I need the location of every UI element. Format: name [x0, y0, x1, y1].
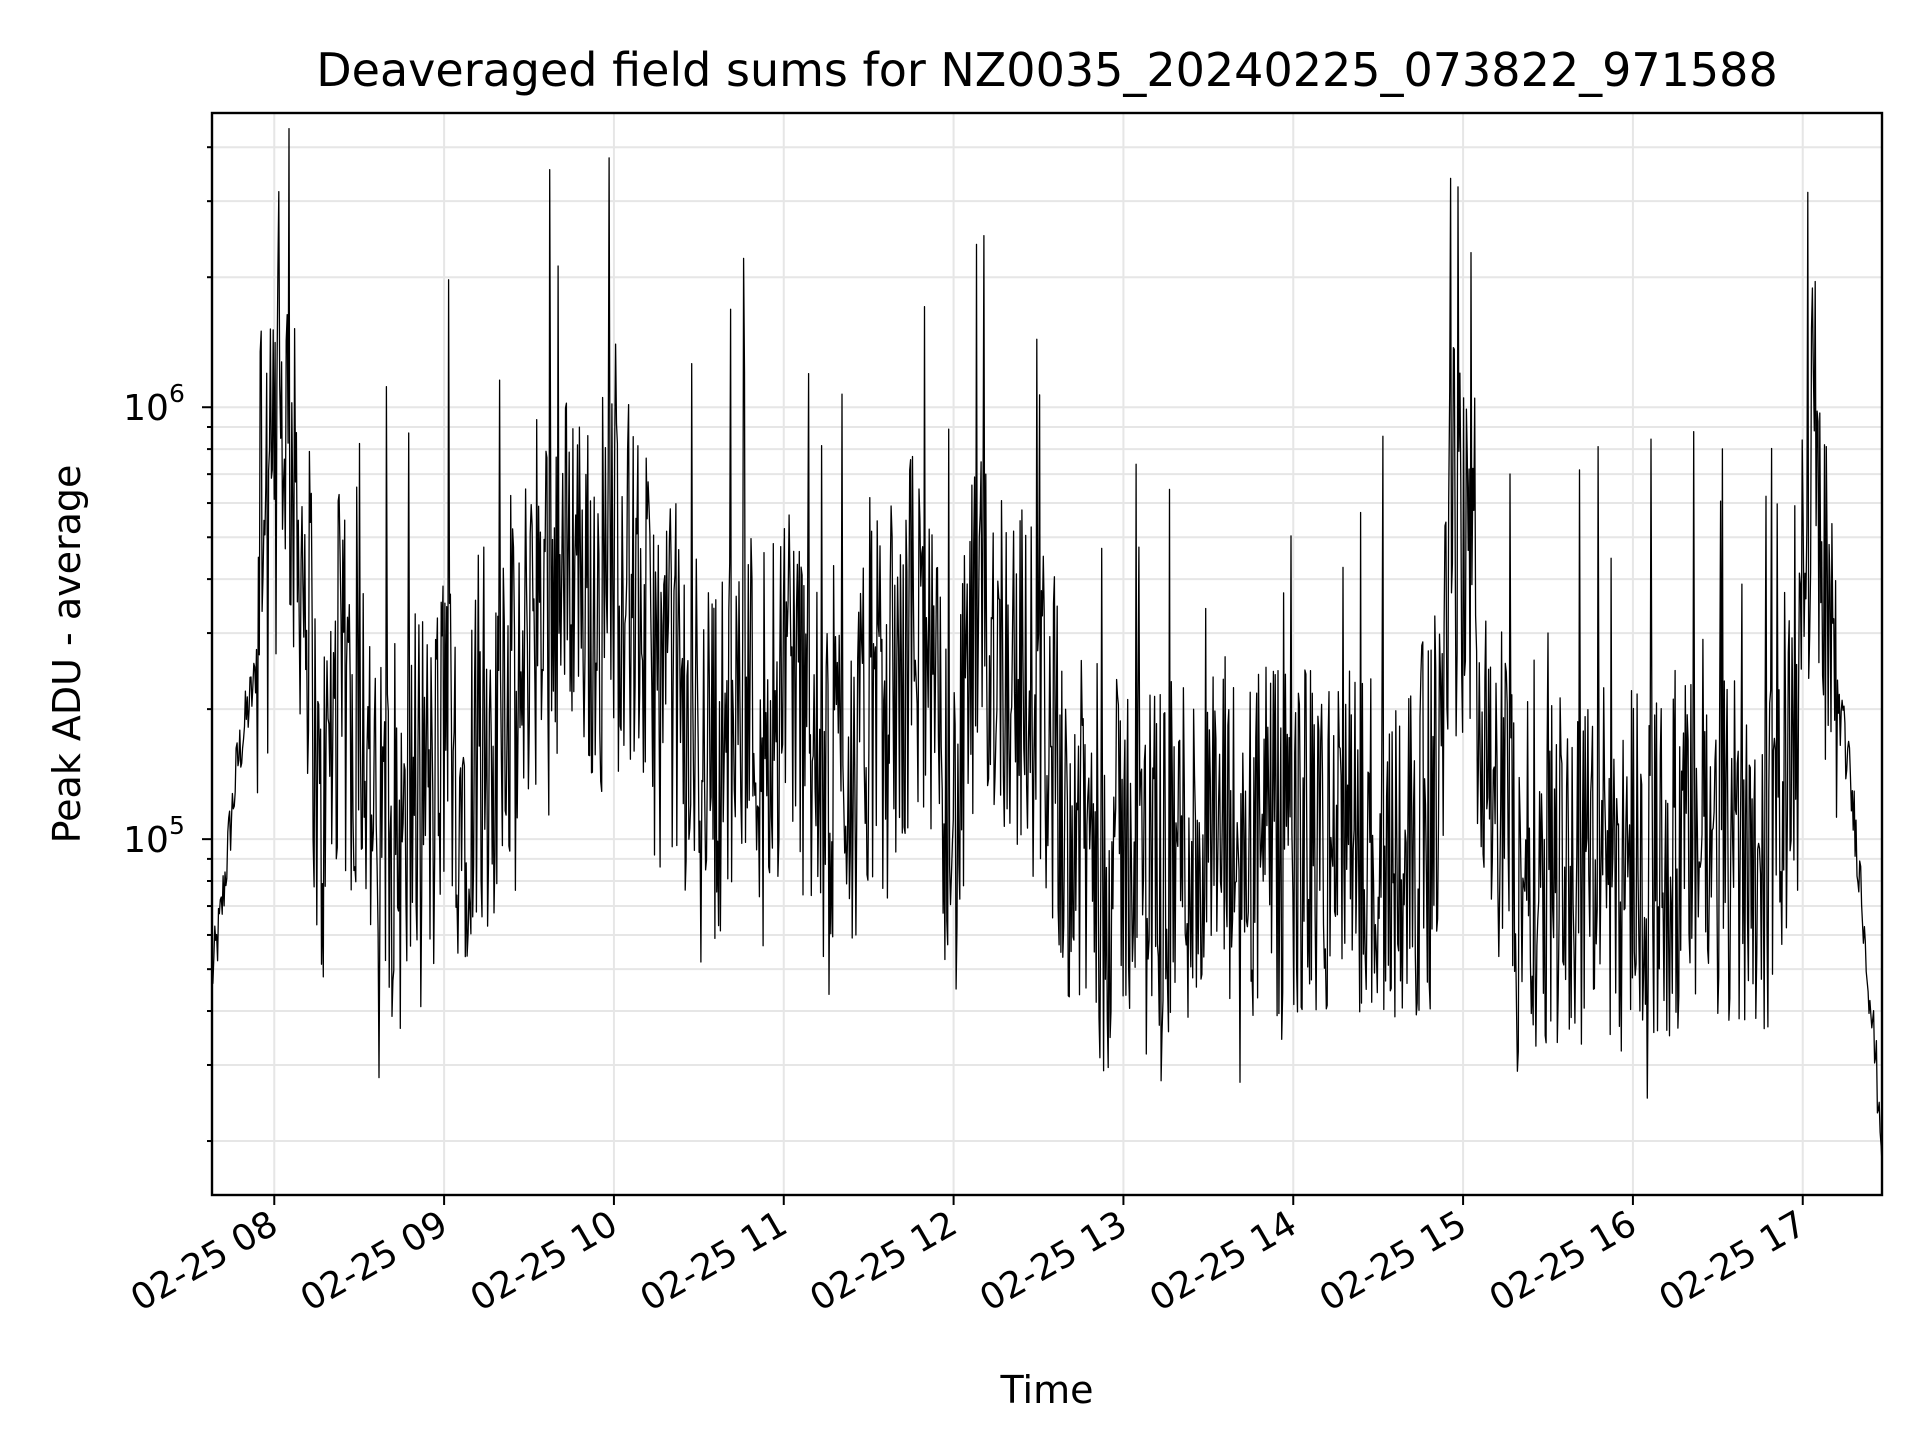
x-axis-label: Time: [1000, 1368, 1094, 1412]
y-tick-label: 105: [123, 811, 185, 861]
y-tick-label: 106: [123, 379, 185, 429]
series-line: [212, 127, 1882, 1164]
chart-title: Deaveraged field sums for NZ0035_2024022…: [316, 43, 1777, 97]
y-axis-label: Peak ADU - average: [45, 465, 89, 844]
plot-area: [212, 127, 1882, 1164]
plot-frame: [210, 111, 1884, 1197]
grid: [212, 113, 1882, 1195]
y-axis: 105 106: [123, 146, 212, 1143]
